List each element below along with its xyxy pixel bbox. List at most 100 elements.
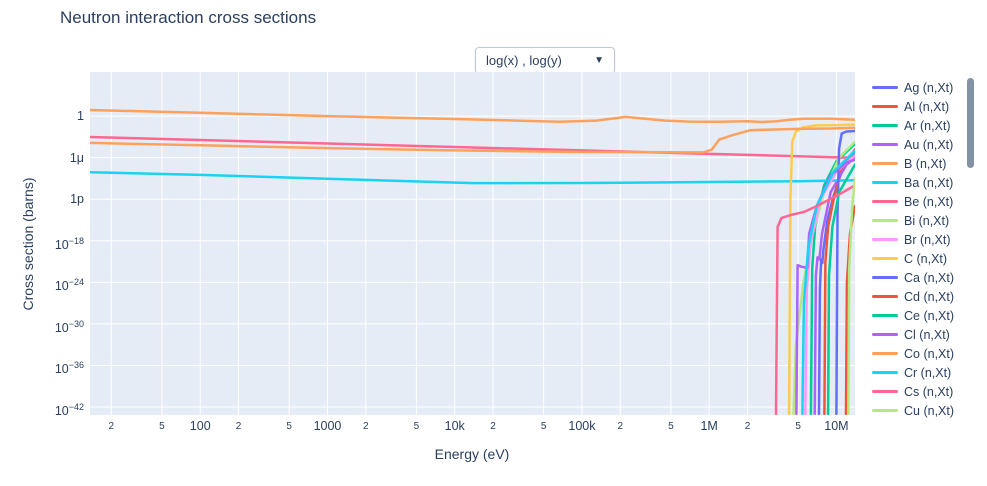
- chevron-down-icon: ▼: [594, 55, 604, 66]
- legend-line-swatch: [872, 314, 898, 317]
- series-curve-cl[interactable]: [795, 158, 855, 415]
- series-curve-au[interactable]: [813, 156, 855, 415]
- legend-line-swatch: [872, 162, 898, 165]
- legend-line-swatch: [872, 200, 898, 203]
- legend-label: Ce (n,Xt): [904, 308, 955, 323]
- legend-line-swatch: [872, 219, 898, 222]
- legend-item-bi[interactable]: Bi (n,Xt): [872, 211, 967, 230]
- legend-item-cr[interactable]: Cr (n,Xt): [872, 363, 967, 382]
- legend-item-cs[interactable]: Cs (n,Xt): [872, 382, 967, 401]
- legend-item-cd[interactable]: Cd (n,Xt): [872, 287, 967, 306]
- legend-label: Ar (n,Xt): [904, 118, 951, 133]
- legend-line-swatch: [872, 181, 898, 184]
- series-curve-be[interactable]: [90, 135, 855, 160]
- y-tick-label: 10−30: [54, 318, 84, 336]
- legend-label: Ag (n,Xt): [904, 80, 954, 95]
- legend: Ag (n,Xt) Al (n,Xt) Ar (n,Xt) Au (n,Xt) B (n…: [872, 78, 967, 420]
- series-curve-ba[interactable]: [90, 170, 855, 185]
- x-tick-label: 2: [235, 421, 242, 432]
- legend-label: Bi (n,Xt): [904, 213, 950, 228]
- legend-item-ag[interactable]: Ag (n,Xt): [872, 78, 967, 97]
- x-tick-label: 5: [668, 421, 674, 432]
- x-tick-label: 2: [744, 421, 751, 432]
- x-tick-label: 5: [413, 421, 420, 432]
- axis-scale-dropdown-label: log(x) , log(y): [486, 53, 562, 68]
- legend-label: Ba (n,Xt): [904, 175, 954, 190]
- legend-item-be[interactable]: Be (n,Xt): [872, 192, 967, 211]
- legend-item-co[interactable]: Co (n,Xt): [872, 344, 967, 363]
- series-curve-cu[interactable]: [847, 177, 855, 415]
- x-tick-label: 2: [108, 421, 115, 432]
- legend-label: C (n,Xt): [904, 251, 948, 266]
- legend-item-ce[interactable]: Ce (n,Xt): [872, 306, 967, 325]
- series-curve-ca[interactable]: [835, 129, 855, 415]
- legend-item-au[interactable]: Au (n,Xt): [872, 135, 967, 154]
- legend-label: Co (n,Xt): [904, 346, 955, 361]
- x-tick-label: 1M: [700, 419, 718, 433]
- y-tick-label: 10−18: [54, 235, 84, 252]
- legend-label: Au (n,Xt): [904, 137, 954, 152]
- legend-line-swatch: [872, 86, 898, 89]
- legend-item-ba[interactable]: Ba (n,Xt): [872, 173, 967, 192]
- plot-area[interactable]: [90, 72, 855, 415]
- legend-label: Cl (n,Xt): [904, 327, 950, 342]
- axis-scale-dropdown[interactable]: log(x) , log(y) ▼: [475, 47, 615, 74]
- x-tick-label: 2: [362, 421, 369, 432]
- y-tick-label: 1: [77, 109, 84, 124]
- x-tick-label: 5: [159, 421, 165, 432]
- legend-item-cl[interactable]: Cl (n,Xt): [872, 325, 967, 344]
- x-tick-label: 5: [286, 421, 292, 432]
- x-tick-label: 10k: [444, 419, 465, 433]
- y-tick-label: 1p: [70, 192, 84, 207]
- legend-label: B (n,Xt): [904, 156, 947, 171]
- series-curve-cs[interactable]: [774, 184, 855, 415]
- x-tick-label: 5: [540, 421, 547, 432]
- x-tick-label: 10M: [824, 419, 849, 433]
- y-tick-label: 10−42: [54, 402, 84, 419]
- x-tick-label: 5: [795, 421, 801, 432]
- legend-label: Cr (n,Xt): [904, 365, 952, 380]
- legend-label: Al (n,Xt): [904, 99, 950, 114]
- legend-line-swatch: [872, 124, 898, 127]
- legend-item-ar[interactable]: Ar (n,Xt): [872, 116, 967, 135]
- legend-item-b[interactable]: B (n,Xt): [872, 154, 967, 173]
- legend-label: Cs (n,Xt): [904, 384, 954, 399]
- legend-line-swatch: [872, 143, 898, 146]
- legend-line-swatch: [872, 238, 898, 241]
- curves-canvas: [90, 72, 855, 415]
- legend-line-swatch: [872, 295, 898, 298]
- y-tick-label: 10−36: [54, 360, 84, 377]
- x-axis-title: Energy (eV): [434, 446, 510, 462]
- legend-item-cu[interactable]: Cu (n,Xt): [872, 401, 967, 420]
- x-tick-label: 100: [189, 419, 211, 433]
- series-curve-co[interactable]: [90, 126, 855, 154]
- legend-line-swatch: [872, 371, 898, 374]
- legend-line-swatch: [872, 390, 898, 393]
- y-tick-label: 1μ: [69, 150, 84, 165]
- legend-item-ca[interactable]: Ca (n,Xt): [872, 268, 967, 287]
- legend-label: Cd (n,Xt): [904, 289, 955, 304]
- legend-line-swatch: [872, 333, 898, 336]
- x-tick-label: 2: [490, 421, 496, 432]
- legend-label: Cu (n,Xt): [904, 403, 955, 418]
- series-curve-b[interactable]: [90, 108, 855, 124]
- legend-line-swatch: [872, 276, 898, 279]
- legend-line-swatch: [872, 352, 898, 355]
- y-tick-label: 10−24: [54, 277, 84, 294]
- x-tick-label: 2: [617, 421, 624, 432]
- x-tick-label: 100k: [568, 419, 596, 433]
- legend-label: Be (n,Xt): [904, 194, 954, 209]
- legend-label: Ca (n,Xt): [904, 270, 955, 285]
- chart-title: Neutron interaction cross sections: [60, 8, 317, 27]
- legend-item-c[interactable]: C (n,Xt): [872, 249, 967, 268]
- legend-line-swatch: [872, 105, 898, 108]
- series-curve-cr[interactable]: [801, 149, 855, 415]
- legend-label: Br (n,Xt): [904, 232, 951, 247]
- legend-item-br[interactable]: Br (n,Xt): [872, 230, 967, 249]
- legend-scrollbar-thumb[interactable]: [967, 78, 974, 168]
- x-tick-label: 1000: [313, 419, 342, 433]
- legend-line-swatch: [872, 257, 898, 260]
- legend-item-al[interactable]: Al (n,Xt): [872, 97, 967, 116]
- series-curve-ce[interactable]: [826, 163, 855, 415]
